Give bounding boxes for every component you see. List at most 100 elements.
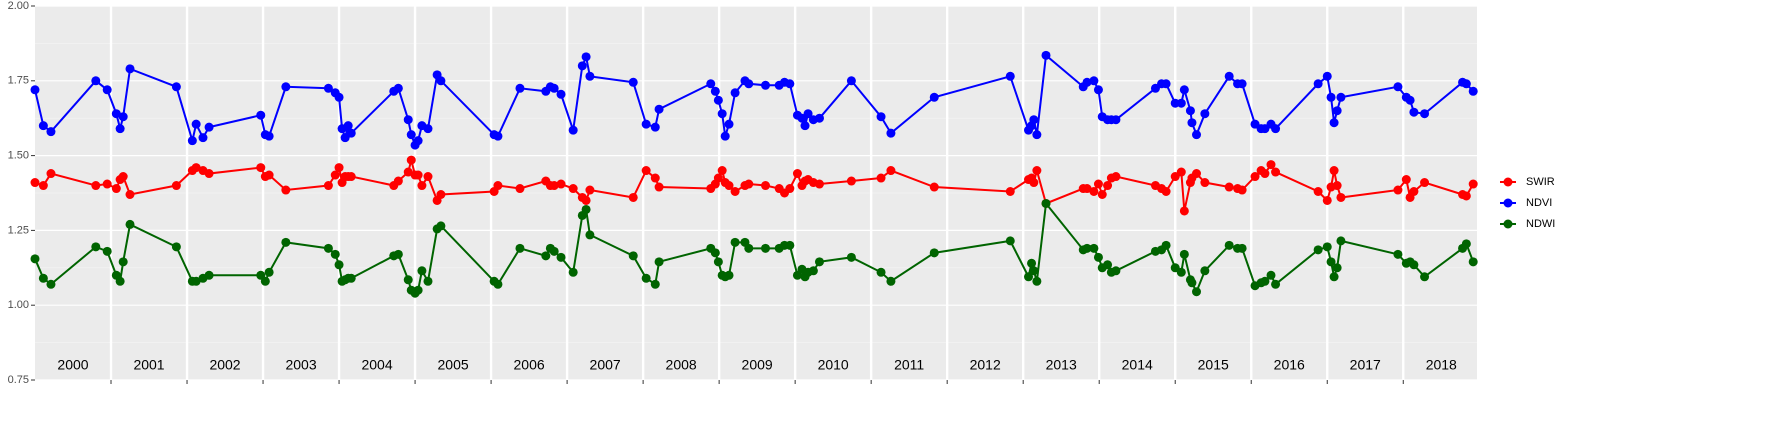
data-point bbox=[1237, 79, 1247, 89]
data-point bbox=[730, 187, 740, 197]
data-point bbox=[654, 257, 664, 267]
data-point bbox=[720, 131, 730, 141]
data-point bbox=[1179, 85, 1189, 95]
data-point bbox=[549, 83, 559, 93]
data-point bbox=[1176, 267, 1186, 277]
data-point bbox=[650, 279, 660, 289]
data-point bbox=[413, 170, 423, 180]
data-point bbox=[191, 276, 201, 286]
data-point bbox=[1250, 172, 1260, 182]
data-point bbox=[1420, 178, 1430, 188]
data-point bbox=[556, 89, 566, 99]
data-point bbox=[1237, 185, 1247, 195]
data-point bbox=[556, 179, 566, 189]
data-point bbox=[814, 257, 824, 267]
data-point bbox=[1161, 240, 1171, 250]
data-point bbox=[785, 184, 795, 194]
data-point bbox=[1313, 245, 1323, 255]
data-point bbox=[493, 181, 503, 191]
data-point bbox=[886, 166, 896, 176]
year-label: 2011 bbox=[894, 357, 924, 373]
data-point bbox=[393, 83, 403, 93]
data-point bbox=[111, 109, 121, 119]
data-point bbox=[1161, 79, 1171, 89]
data-point bbox=[800, 121, 810, 131]
data-point bbox=[334, 92, 344, 102]
year-label: 2016 bbox=[1274, 357, 1305, 373]
data-point bbox=[846, 252, 856, 262]
data-point bbox=[1260, 169, 1270, 179]
legend-key-point bbox=[1503, 198, 1513, 208]
data-point bbox=[1468, 257, 1478, 267]
data-point bbox=[785, 240, 795, 250]
data-point bbox=[1185, 106, 1195, 116]
data-point bbox=[876, 267, 886, 277]
data-point bbox=[541, 251, 551, 261]
data-point bbox=[493, 131, 503, 141]
data-point bbox=[1401, 175, 1411, 185]
data-point bbox=[111, 184, 121, 194]
data-point bbox=[1326, 92, 1336, 102]
data-point bbox=[1111, 266, 1121, 276]
data-point bbox=[204, 122, 214, 132]
data-point bbox=[171, 181, 181, 191]
data-point bbox=[1176, 98, 1186, 108]
data-point bbox=[1032, 166, 1042, 176]
data-point bbox=[724, 270, 734, 280]
data-point bbox=[393, 176, 403, 186]
data-point bbox=[403, 275, 413, 285]
data-point bbox=[814, 113, 824, 123]
data-point bbox=[1409, 187, 1419, 197]
data-point bbox=[1393, 249, 1403, 259]
data-point bbox=[1089, 187, 1099, 197]
data-point bbox=[346, 273, 356, 283]
data-point bbox=[187, 136, 197, 146]
data-point bbox=[1176, 167, 1186, 177]
data-point bbox=[191, 119, 201, 129]
data-point bbox=[585, 230, 595, 240]
data-point bbox=[1005, 236, 1015, 246]
data-point bbox=[1266, 160, 1276, 170]
data-point bbox=[1032, 276, 1042, 286]
data-point bbox=[1200, 178, 1210, 188]
data-point bbox=[710, 248, 720, 258]
data-point bbox=[1409, 260, 1419, 270]
data-point bbox=[929, 248, 939, 258]
data-point bbox=[654, 104, 664, 114]
y-tick-label: 1.75 bbox=[8, 75, 29, 87]
data-point bbox=[1179, 249, 1189, 259]
data-point bbox=[1200, 109, 1210, 119]
data-point bbox=[549, 246, 559, 256]
year-label: 2013 bbox=[1046, 357, 1077, 373]
data-point bbox=[814, 179, 824, 189]
data-point bbox=[281, 185, 291, 195]
data-point bbox=[1468, 86, 1478, 96]
data-point bbox=[1029, 115, 1039, 125]
year-label: 2010 bbox=[818, 357, 849, 373]
data-point bbox=[515, 184, 525, 194]
data-point bbox=[264, 170, 274, 180]
data-point bbox=[334, 163, 344, 173]
year-label: 2002 bbox=[209, 357, 240, 373]
data-point bbox=[785, 79, 795, 89]
data-point bbox=[1332, 263, 1342, 273]
year-label: 2012 bbox=[970, 357, 1001, 373]
data-point bbox=[1192, 130, 1202, 140]
data-point bbox=[171, 242, 181, 252]
data-point bbox=[876, 112, 886, 122]
data-point bbox=[1103, 181, 1113, 191]
y-tick-label: 1.25 bbox=[8, 224, 29, 236]
data-point bbox=[1329, 272, 1339, 282]
data-point bbox=[1271, 279, 1281, 289]
data-point bbox=[761, 80, 771, 90]
data-point bbox=[876, 173, 886, 183]
data-point bbox=[1329, 118, 1339, 128]
data-point bbox=[115, 124, 125, 134]
data-point bbox=[346, 128, 356, 138]
data-point bbox=[1329, 166, 1339, 176]
data-point bbox=[191, 163, 201, 173]
year-label: 2009 bbox=[742, 357, 773, 373]
data-point bbox=[1093, 85, 1103, 95]
data-point bbox=[1082, 184, 1092, 194]
